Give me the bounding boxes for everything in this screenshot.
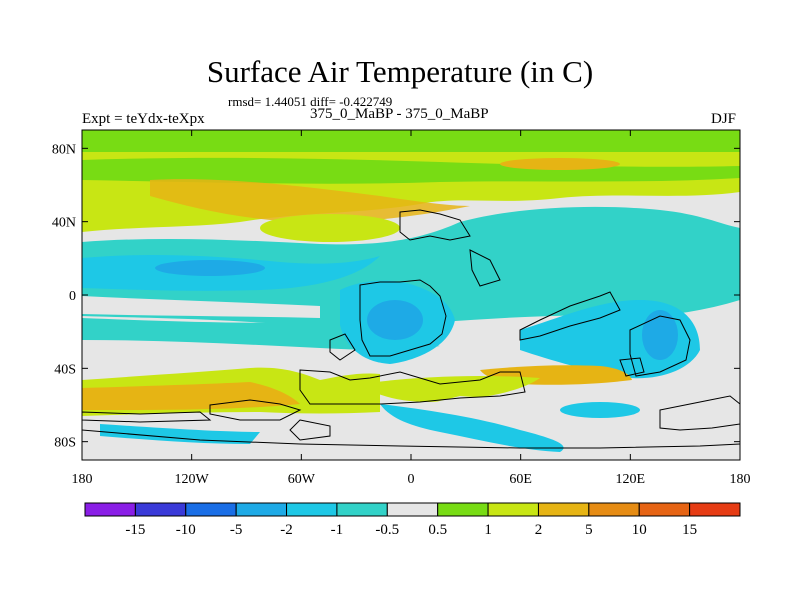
colorbar-swatch [487, 502, 539, 517]
field-north-orange-band [150, 179, 470, 223]
lon-tick-label: 60W [288, 472, 316, 487]
colorbar-label: 15 [682, 522, 697, 538]
colorbar-label: 5 [585, 522, 593, 538]
colorbar: -15 -10 -5 -2 -1 -0.5 0.5 1 2 5 10 15 [84, 502, 741, 538]
colorbar-label: -5 [230, 522, 243, 538]
colorbar-label: -2 [280, 522, 293, 538]
colorbar-label: 1 [484, 522, 492, 538]
colorbar-swatch [84, 502, 136, 517]
lat-tick-label: 80S [54, 436, 76, 451]
colorbar-swatch [134, 502, 187, 517]
axis-ticks: 80N 40N 0 40S 80S 180 120W 60W 0 60E 120E 180 [52, 130, 751, 487]
field-southeast-cool [560, 402, 640, 418]
lon-tick-label: 120E [616, 472, 646, 487]
field-south-orange-band [82, 382, 300, 410]
lat-tick-label: 40N [52, 216, 76, 231]
field-east-cold-spot [642, 310, 678, 360]
colorbar-label: -1 [331, 522, 344, 538]
lon-tick-label: 120W [175, 472, 210, 487]
field-southwest-cool [100, 424, 260, 444]
lon-tick-label: 60E [509, 472, 532, 487]
colorbar-swatch [588, 502, 640, 517]
season-label: DJF [711, 111, 737, 127]
colorbar-swatch [336, 502, 388, 517]
colorbar-label: -15 [125, 522, 145, 538]
field-tropical-neutral-strip [82, 296, 320, 318]
colorbar-swatch [437, 502, 489, 517]
field-arctic-band [82, 130, 740, 152]
colorbar-swatch [286, 502, 338, 517]
field-north-green-band [82, 157, 740, 184]
colorbar-swatch [537, 502, 590, 517]
lat-tick-label: 0 [69, 289, 76, 304]
lon-tick-label: 180 [72, 472, 93, 487]
colorbar-label: -10 [176, 522, 196, 538]
lat-tick-label: 80N [52, 142, 76, 157]
colorbar-swatch [689, 502, 741, 517]
field-continent-cold-spot [367, 300, 423, 340]
colorbar-swatch [386, 502, 439, 517]
field-south-yellow-band [360, 376, 540, 402]
lon-tick-label: 0 [408, 472, 415, 487]
field-north-yellow-spot [260, 214, 400, 242]
colorbar-swatch [638, 502, 691, 517]
field-tropical-cool-band [82, 206, 740, 328]
continent-outlines [82, 209, 740, 449]
colorbar-label: -0.5 [375, 522, 399, 538]
stats-text: rmsd= 1.44051 diff= -0.422749 [228, 94, 393, 109]
plot-title: Surface Air Temperature (in C) [206, 54, 594, 89]
experiment-label: Expt = teYdx-teXpx [82, 111, 205, 127]
field-pacific-cold-spot [155, 260, 265, 276]
map-fields [82, 130, 740, 460]
field-south-cool-band [380, 404, 564, 452]
colorbar-label: 2 [535, 522, 543, 538]
field-north-orange-spot [500, 158, 620, 170]
colorbar-swatch [185, 502, 237, 517]
lon-tick-label: 180 [730, 472, 751, 487]
period-label: 375_0_MaBP - 375_0_MaBP [310, 106, 489, 122]
colorbar-label: 0.5 [428, 522, 447, 538]
lat-tick-label: 40S [54, 362, 76, 377]
colorbar-label: 10 [632, 522, 647, 538]
colorbar-swatch [235, 502, 288, 517]
